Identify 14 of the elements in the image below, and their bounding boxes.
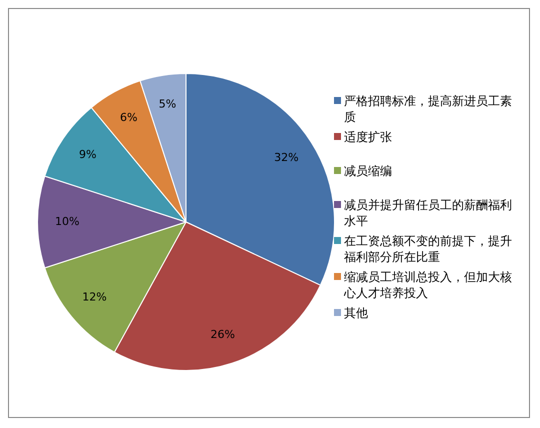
data-label: 10%	[54, 214, 80, 228]
legend-label: 适度扩张	[344, 129, 392, 145]
legend-label: 缩减员工培训总投入，但加大核心人才培养投入	[344, 269, 513, 301]
data-label: 26%	[210, 328, 235, 341]
data-label: 12%	[82, 290, 107, 304]
data-label: 32%	[274, 151, 299, 164]
data-label: 6%	[120, 110, 138, 124]
data-label: 5%	[158, 98, 176, 111]
legend-label: 减员缩编	[344, 163, 392, 179]
data-label: 9%	[79, 148, 96, 162]
legend-label: 在工资总额不变的前提下，提升福利部分所在比重	[344, 233, 513, 265]
legend-label: 其他	[344, 305, 368, 321]
legend-label: 严格招聘标准，提高新进员工素质	[344, 93, 513, 125]
legend-label: 减员并提升留任员工的薪酬福利水平	[344, 197, 513, 229]
